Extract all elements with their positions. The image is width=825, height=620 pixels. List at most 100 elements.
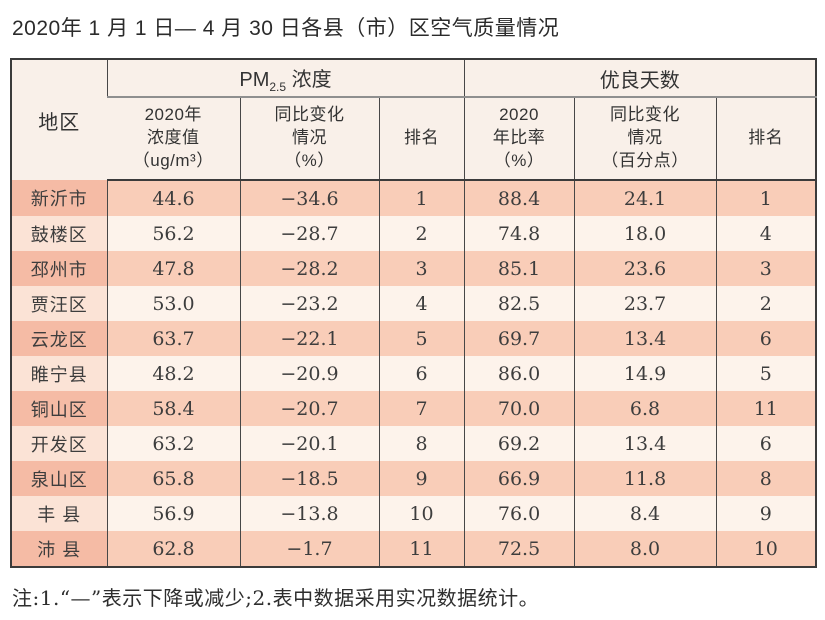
col-header-pm-value: 2020年 浓度值 （ug/m³） [107,97,240,181]
cell-pm-rank: 1 [378,180,465,216]
cell-pm: 65.8 [106,461,240,496]
cell-pm-change: −20.1 [239,426,379,461]
cell-region: 邳州市 [11,251,107,286]
cell-rate: 76.0 [463,496,575,531]
cell-pm: 53.0 [106,286,240,321]
cell-rate-change: 23.6 [573,251,717,286]
header-group-row: 地区 PM2.5 浓度 优良天数 [11,59,817,180]
cell-region: 鼓楼区 [11,216,107,251]
cell-pm: 47.8 [106,251,240,286]
col-group-good-days: 优良天数 [463,59,817,98]
col-group-pm25: PM2.5 浓度 [106,59,465,98]
cell-rate-change: 11.8 [573,461,717,496]
table-row: 丰 县 56.9 −13.8 10 76.0 8.4 9 [11,496,817,531]
cell-region: 睢宁县 [11,356,107,391]
table-row: 贾汪区 53.0 −23.2 4 82.5 23.7 2 [11,286,817,321]
cell-rate-change: 13.4 [573,321,717,356]
cell-rate-rank: 1 [715,180,817,216]
cell-region: 贾汪区 [11,286,107,321]
cell-pm-rank: 2 [378,216,465,251]
cell-rate-change: 24.1 [573,180,717,216]
cell-pm-rank: 3 [378,251,465,286]
cell-region: 泉山区 [11,461,107,496]
col-header-pm-rank: 排名 [378,97,465,181]
cell-rate-change: 13.4 [573,426,717,461]
cell-rate: 82.5 [463,286,575,321]
cell-pm: 48.2 [106,356,240,391]
cell-pm-change: −23.2 [239,286,379,321]
col-header-pm-change: 同比变化 情况 （%） [239,97,379,181]
table-row: 云龙区 63.7 −22.1 5 69.7 13.4 6 [11,321,817,356]
cell-rate-change: 6.8 [573,391,717,426]
cell-pm-rank: 5 [378,321,465,356]
cell-pm-change: −20.9 [239,356,379,391]
cell-rate: 69.2 [463,426,575,461]
cell-pm-change: −28.7 [239,216,379,251]
footnote: 注:1.“—”表示下降或减少;2.表中数据采用实况数据统计。 [12,586,540,610]
cell-pm-change: −22.1 [239,321,379,356]
cell-pm-change: −34.6 [239,180,379,216]
table-row: 鼓楼区 56.2 −28.7 2 74.8 18.0 4 [11,216,817,251]
cell-rate-change: 8.0 [573,531,717,567]
cell-rate: 72.5 [463,531,575,567]
cell-rate: 70.0 [463,391,575,426]
cell-rate-rank: 4 [715,216,817,251]
cell-pm-rank: 7 [378,391,465,426]
cell-rate-rank: 11 [715,391,817,426]
cell-pm: 63.7 [106,321,240,356]
cell-rate-rank: 5 [715,356,817,391]
col-header-region: 地区 [11,59,107,180]
cell-rate: 86.0 [463,356,575,391]
cell-rate: 74.8 [463,216,575,251]
table-row: 睢宁县 48.2 −20.9 6 86.0 14.9 5 [11,356,817,391]
col-header-rate-change: 同比变化 情况 （百分点） [573,97,717,181]
cell-pm-change: −20.7 [239,391,379,426]
cell-pm: 56.9 [106,496,240,531]
cell-pm-change: −18.5 [239,461,379,496]
cell-rate-rank: 2 [715,286,817,321]
cell-rate-change: 14.9 [573,356,717,391]
cell-rate-rank: 9 [715,496,817,531]
cell-pm: 58.4 [106,391,240,426]
table-row: 沛 县 62.8 −1.7 11 72.5 8.0 10 [11,531,817,567]
cell-region: 铜山区 [11,391,107,426]
cell-rate: 88.4 [463,180,575,216]
cell-region: 沛 县 [11,531,107,567]
cell-pm-rank: 4 [378,286,465,321]
cell-rate-rank: 6 [715,426,817,461]
page-title: 2020年 1 月 1 日— 4 月 30 日各县（市）区空气质量情况 [12,17,560,40]
header-sub-row: 2020年 浓度值 （ug/m³） 同比变化 情况 （%） 排名 2020 年比… [11,97,817,181]
table-row: 开发区 63.2 −20.1 8 69.2 13.4 6 [11,426,817,461]
cell-region: 新沂市 [11,180,107,216]
cell-rate: 66.9 [463,461,575,496]
cell-region: 丰 县 [11,496,107,531]
cell-pm-rank: 9 [378,461,465,496]
cell-pm-rank: 11 [378,531,465,567]
cell-pm: 44.6 [106,180,240,216]
cell-rate-change: 8.4 [573,496,717,531]
cell-rate: 85.1 [463,251,575,286]
cell-pm-change: −28.2 [239,251,379,286]
table-row: 铜山区 58.4 −20.7 7 70.0 6.8 11 [11,391,817,426]
pm25-prefix: PM [239,68,270,91]
table-row: 邳州市 47.8 −28.2 3 85.1 23.6 3 [11,251,817,286]
cell-pm-rank: 6 [378,356,465,391]
cell-rate-change: 23.7 [573,286,717,321]
cell-pm-rank: 8 [378,426,465,461]
cell-rate-rank: 6 [715,321,817,356]
air-quality-table: 地区 PM2.5 浓度 优良天数 2020年 浓度值 （ug/m³） 同比变化 … [10,58,818,568]
cell-rate-rank: 3 [715,251,817,286]
table-row: 新沂市 44.6 −34.6 1 88.4 24.1 1 [11,180,817,216]
cell-pm: 62.8 [106,531,240,567]
col-header-rate: 2020 年比率 （%） [463,97,575,181]
col-header-rate-rank: 排名 [715,97,817,181]
table-body: 新沂市 44.6 −34.6 1 88.4 24.1 1 鼓楼区 56.2 −28.7 2 74.8 1… [11,180,817,567]
cell-pm-change: −13.8 [239,496,379,531]
pm25-subscript: 2.5 [269,79,287,94]
table-row: 泉山区 65.8 −18.5 9 66.9 11.8 8 [11,461,817,496]
cell-region: 云龙区 [11,321,107,356]
cell-pm-rank: 10 [378,496,465,531]
cell-pm-change: −1.7 [239,531,379,567]
